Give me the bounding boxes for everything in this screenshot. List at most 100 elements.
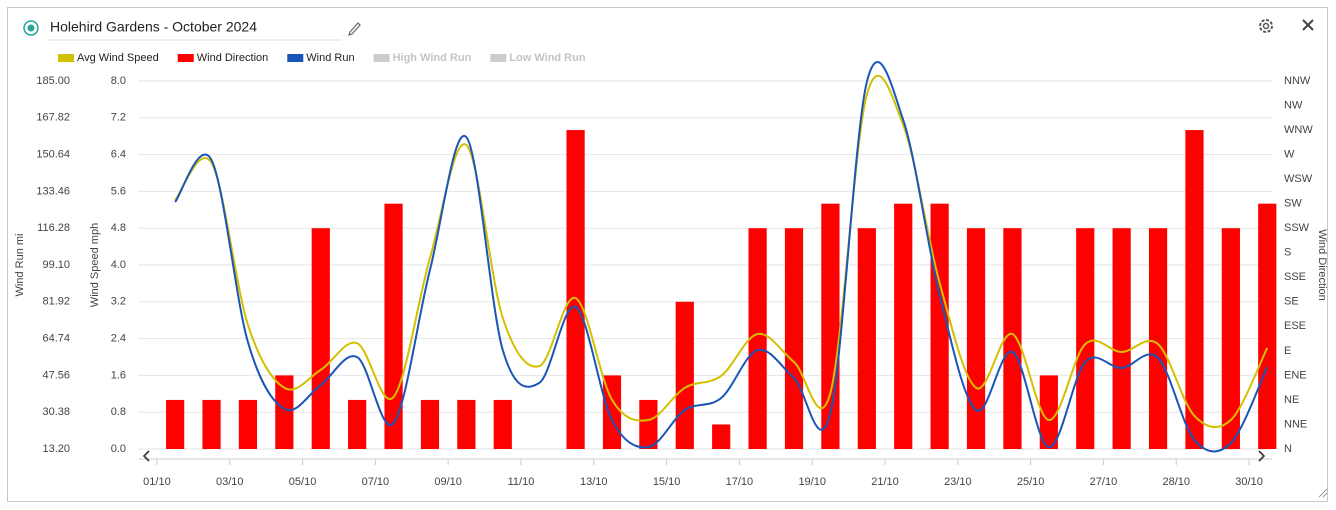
x-tick-label: 25/10: [1017, 476, 1045, 488]
bar: [712, 424, 731, 449]
y3-tick-label: 30.38: [42, 406, 70, 418]
bar: [1148, 228, 1168, 449]
chart-title[interactable]: Holehird Gardens - October 2024: [50, 19, 257, 35]
y-tick-label: 6.4: [111, 149, 126, 161]
status-icon[interactable]: [23, 20, 39, 36]
bar: [1185, 130, 1204, 450]
x-tick-label: 03/10: [216, 476, 244, 488]
close-icon[interactable]: [1302, 19, 1314, 31]
y-tick-label: 1.6: [111, 369, 126, 381]
bar: [1221, 228, 1240, 449]
x-tick-label: 23/10: [944, 476, 972, 488]
y2-tick-label: ENE: [1284, 369, 1307, 381]
y2-axis-title: Wind Direction: [1316, 229, 1328, 301]
y-tick-label: 4.8: [111, 222, 126, 234]
line: [174, 61, 1269, 453]
y2-tick-label: SSW: [1284, 222, 1310, 234]
x-tick-label: 21/10: [871, 476, 899, 488]
bar: [748, 228, 767, 449]
y2-tick-label: NNW: [1284, 75, 1311, 87]
bar: [894, 203, 913, 449]
bar: [311, 228, 330, 449]
y3-axis-title: Wind Run mi: [14, 234, 26, 297]
x-tick-label: 19/10: [798, 476, 826, 488]
y-tick-label: 5.6: [111, 185, 126, 197]
y3-tick-label: 47.56: [42, 369, 70, 381]
bar: [639, 399, 658, 449]
y2-tick-label: E: [1284, 345, 1291, 357]
bar: [966, 228, 986, 449]
x-tick-label: 13/10: [580, 476, 608, 488]
y2-tick-label: WNW: [1284, 124, 1313, 136]
y-tick-label: 2.4: [111, 333, 126, 345]
settings-icon[interactable]: [1259, 19, 1273, 33]
y-tick-label: 7.2: [111, 112, 126, 124]
y-axis-title: Wind Speed mph: [89, 223, 101, 307]
legend-label[interactable]: Wind Direction: [197, 52, 269, 64]
bar: [1112, 228, 1131, 449]
x-tick-label: 28/10: [1162, 476, 1190, 488]
legend-label[interactable]: Low Wind Run: [509, 52, 586, 64]
bar: [238, 399, 258, 449]
bar: [384, 203, 403, 449]
panel: [7, 7, 1328, 502]
legend-label[interactable]: Wind Run: [306, 52, 354, 64]
y-tick-label: 4.0: [111, 259, 126, 271]
x-tick-label: 17/10: [726, 476, 754, 488]
x-tick-label: 01/10: [143, 476, 171, 488]
bar: [457, 399, 476, 449]
y3-tick-label: 185.00: [36, 75, 70, 87]
y2-tick-label: WSW: [1284, 173, 1313, 185]
legend-swatch: [490, 54, 507, 62]
resize-grip[interactable]: [1318, 488, 1328, 498]
y3-tick-label: 133.46: [36, 185, 70, 197]
legend-label[interactable]: Avg Wind Speed: [77, 52, 159, 64]
x-tick-label: 05/10: [289, 476, 317, 488]
y3-tick-label: 64.74: [42, 333, 70, 345]
x-tick-label: 07/10: [362, 476, 390, 488]
edit-icon[interactable]: [348, 22, 361, 36]
x-tick-label: 27/10: [1090, 476, 1118, 488]
x-tick-label: 15/10: [653, 476, 681, 488]
bar: [566, 130, 585, 450]
bar: [857, 228, 876, 449]
bar: [784, 228, 804, 449]
y2-tick-label: S: [1284, 247, 1291, 259]
y-tick-label: 3.2: [111, 296, 126, 308]
bar: [675, 301, 694, 449]
y3-tick-label: 150.64: [36, 149, 70, 161]
bar: [1258, 203, 1277, 449]
y-tick-label: 8.0: [111, 75, 126, 87]
bar: [602, 375, 622, 449]
line: [174, 74, 1269, 429]
scroll-left[interactable]: [142, 450, 150, 462]
legend-swatch: [177, 54, 194, 62]
y-tick-label: 0.0: [111, 443, 126, 455]
y2-tick-label: SW: [1284, 198, 1302, 210]
y3-tick-label: 116.28: [37, 222, 70, 234]
y2-tick-label: NE: [1284, 394, 1299, 406]
y3-tick-label: 13.20: [42, 443, 70, 455]
y2-tick-label: NNE: [1284, 418, 1307, 430]
legend-swatch: [287, 54, 304, 62]
x-tick-label: 30/10: [1235, 476, 1263, 488]
bar: [1076, 228, 1095, 449]
bar: [930, 203, 949, 449]
bar: [493, 399, 512, 449]
scroll-right[interactable]: [1258, 450, 1266, 462]
legend: Avg Wind Speed Wind Direction Wind Run High…: [58, 52, 586, 64]
y3-tick-label: 167.82: [36, 112, 70, 124]
y2-tick-label: ESE: [1284, 320, 1306, 332]
plot-area: 0.0 0.8 1.6 2.4 3.2 4.0 4.8 5.6 6.4 7.2 8.0 13.20 30…: [14, 61, 1328, 488]
y-tick-label: 0.8: [111, 406, 126, 418]
y2-tick-label: W: [1284, 149, 1295, 161]
y3-tick-label: 99.10: [42, 259, 70, 271]
bar: [420, 399, 440, 449]
y2-tick-label: SSE: [1284, 271, 1306, 283]
x-tick-label: 11/10: [508, 476, 535, 488]
bar: [1003, 228, 1022, 449]
legend-swatch: [58, 54, 74, 62]
legend-label[interactable]: High Wind Run: [393, 52, 472, 64]
legend-swatch: [373, 54, 390, 62]
